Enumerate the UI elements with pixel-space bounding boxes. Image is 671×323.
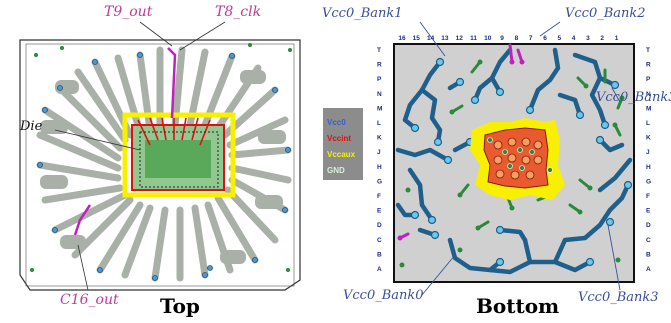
row-letter: J — [646, 149, 650, 156]
row-letter: F — [377, 193, 381, 200]
column-number: 9 — [500, 35, 504, 42]
row-letter: B — [646, 251, 651, 258]
row-letter: C — [646, 237, 651, 244]
column-number: 12 — [456, 35, 464, 42]
row-letter: H — [646, 164, 651, 171]
row-letter: K — [646, 135, 651, 142]
label-vcco-bank3-top: Vcc0_Bank3 — [596, 90, 671, 105]
vccint-pads — [493, 137, 543, 180]
row-letter: H — [377, 164, 382, 171]
column-number: 16 — [398, 35, 406, 42]
row-letter: A — [646, 266, 651, 273]
t9-out-trace — [167, 47, 177, 119]
row-letter: L — [377, 120, 381, 127]
c16-out-leader — [77, 244, 89, 291]
top-view-diagram — [19, 21, 301, 291]
die-leader — [54, 129, 141, 151]
row-letter: E — [646, 208, 651, 215]
vcco-vias — [410, 57, 633, 267]
legend-item-vccint: Vccint — [327, 134, 352, 143]
label-c16-out: C16_out — [60, 292, 119, 308]
bank3-leader — [607, 224, 621, 291]
legend-item-gnd: GND — [327, 166, 345, 175]
row-letter: C — [377, 237, 382, 244]
bank3-top-leader — [611, 87, 621, 103]
die-dotted-outline — [139, 131, 219, 188]
row-letter: M — [646, 105, 651, 112]
legend-item-vcco: Vcc0 — [327, 118, 346, 127]
column-number: 2 — [600, 35, 604, 42]
row-letter: P — [646, 76, 651, 83]
row-letter: A — [377, 266, 382, 273]
column-number: 3 — [586, 35, 590, 42]
bank2-leader — [539, 21, 561, 37]
caption-top: Top — [160, 294, 200, 318]
row-letter: T — [646, 47, 650, 54]
top-vias — [37, 52, 291, 281]
row-letter: J — [377, 149, 381, 156]
column-number: 11 — [470, 35, 477, 42]
row-letter: N — [646, 91, 651, 98]
row-letter: E — [377, 208, 382, 215]
row-letter: M — [377, 105, 382, 112]
bank0-leader — [421, 254, 456, 296]
gnd-dots — [399, 59, 625, 268]
label-t9-out: T9_out — [104, 4, 153, 20]
core-gnd-dots — [487, 137, 553, 173]
column-number: 1 — [615, 35, 619, 42]
label-die: Die — [20, 119, 43, 134]
package-inner-outline — [25, 43, 295, 287]
column-numbers: 16 15 14 13 12 11 10 9 8 7 6 5 4 3 2 1 — [398, 35, 618, 42]
row-letter: G — [646, 178, 651, 185]
label-t8-clk: T8_clk — [215, 4, 262, 20]
column-number: 13 — [441, 35, 449, 42]
row-letter: F — [646, 193, 650, 200]
row-letter: G — [377, 178, 382, 185]
top-pad-blobs — [40, 70, 286, 264]
row-letter: T — [377, 47, 381, 54]
label-vcco-bank0: Vcc0_Bank0 — [343, 288, 424, 303]
row-letter: P — [377, 76, 382, 83]
bottom-view-diagram: 16 15 14 13 12 11 10 9 8 7 6 5 4 3 2 1 TRPNMLKJHGFEDCBA… — [377, 21, 651, 296]
column-number: 10 — [484, 35, 492, 42]
row-letter: L — [646, 120, 650, 127]
caption-bottom: Bottom — [476, 294, 560, 318]
row-letters-left: T RP NM L KJ HG F ED CB A — [377, 47, 382, 273]
column-number: 6 — [543, 35, 547, 42]
row-letter: D — [377, 222, 382, 229]
legend: Vcc0 Vccint Vccaux GND — [323, 108, 363, 180]
bank1-leader — [419, 21, 446, 57]
t9-out-leader — [139, 21, 173, 47]
row-letter: B — [377, 251, 382, 258]
row-letter: K — [377, 135, 382, 142]
special-dots — [397, 59, 525, 241]
column-number: 15 — [413, 35, 421, 42]
die-gnd-area — [145, 140, 211, 178]
row-letters-right: T RP NM L KJ HG F ED CB A — [646, 47, 651, 273]
column-number: 8 — [515, 35, 519, 42]
row-letter: D — [646, 222, 651, 229]
legend-item-vccaux: Vccaux — [327, 150, 356, 159]
die-vccaux-ring — [122, 112, 236, 198]
top-gnd-dots — [30, 43, 292, 272]
label-vcco-bank1: Vcc0_Bank1 — [322, 6, 403, 21]
column-number: 14 — [427, 35, 435, 42]
c16-out-trace — [73, 204, 92, 236]
column-number: 7 — [529, 35, 533, 42]
column-number: 5 — [557, 35, 561, 42]
label-vcco-bank3: Vcc0_Bank3 — [578, 290, 659, 305]
row-letter: R — [377, 62, 382, 69]
label-vcco-bank2: Vcc0_Bank2 — [565, 6, 646, 21]
row-letter: R — [646, 62, 651, 69]
row-letter: N — [377, 91, 382, 98]
column-number: 4 — [572, 35, 576, 42]
t8-clk-leader — [179, 21, 226, 51]
